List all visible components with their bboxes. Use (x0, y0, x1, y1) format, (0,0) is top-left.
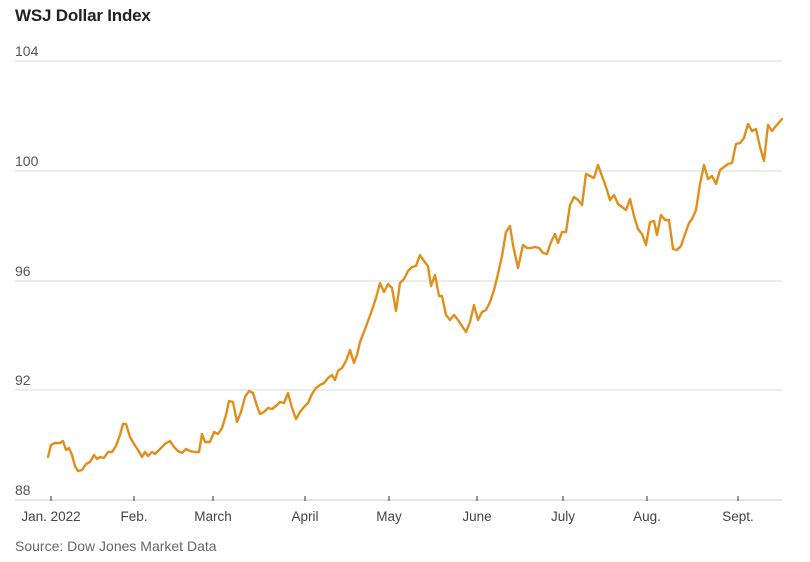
dollar-index-line (46, 117, 784, 473)
y-tick-label-104: 104 (15, 43, 39, 59)
x-tick-label-june: June (462, 509, 492, 524)
x-tick-label-aug: Aug. (633, 509, 661, 524)
gridlines (15, 60, 782, 391)
x-tick-label-feb: Feb. (120, 509, 148, 524)
x-tick-label-march: March (194, 509, 232, 524)
x-tick-label-april: April (291, 509, 319, 524)
source-note: Source: Dow Jones Market Data (15, 538, 217, 554)
y-tick-label-92: 92 (15, 372, 31, 388)
x-tick-label-sept: Sept. (722, 509, 754, 524)
y-tick-label-88: 88 (15, 482, 31, 498)
y-tick-label-100: 100 (15, 153, 39, 169)
x-tick-label-may: May (376, 509, 402, 524)
x-tick-label-july: July (550, 509, 576, 524)
chart-title: WSJ Dollar Index (15, 6, 151, 25)
x-axis-ticks (50, 496, 739, 501)
x-tick-label-jan: Jan. 2022 (21, 509, 81, 524)
y-tick-label-96: 96 (15, 263, 31, 279)
